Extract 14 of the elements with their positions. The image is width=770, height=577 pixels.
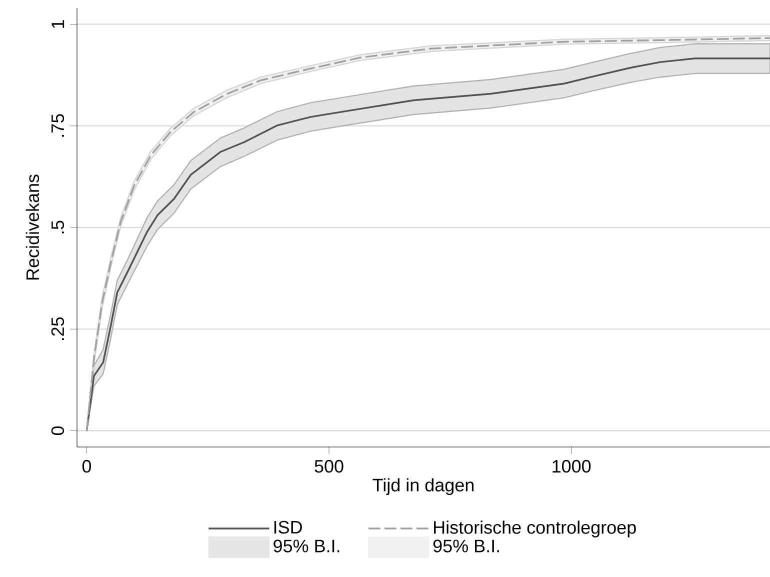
y-tick-label: 1 bbox=[52, 20, 64, 28]
x-axis-title: Tijd in dagen bbox=[372, 478, 474, 496]
y-tick-label: .25 bbox=[51, 317, 64, 340]
x-tick-label: 1000 bbox=[552, 460, 591, 473]
y-tick-label: 0 bbox=[51, 426, 64, 436]
y-tick-label: .75 bbox=[52, 114, 64, 137]
legend-label: 95% B.I. bbox=[433, 540, 499, 552]
y-axis-title: Recidivekans bbox=[26, 174, 40, 280]
legend-label: 95% B.I. bbox=[274, 540, 340, 552]
legend-label: Historische controlegroep bbox=[434, 520, 636, 538]
y-tick-label: .5 bbox=[52, 220, 64, 234]
legend-label: ISD bbox=[274, 520, 302, 534]
x-tick-label: 0 bbox=[82, 460, 91, 473]
x-tick-label: 500 bbox=[314, 460, 344, 473]
